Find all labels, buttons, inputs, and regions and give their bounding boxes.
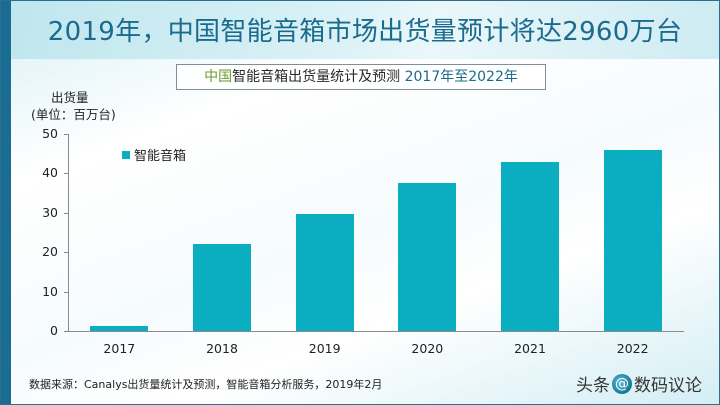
y-tick <box>64 212 69 214</box>
slide-title: 2019年，中国智能音箱市场出货量预计将达2960万台 <box>47 17 683 47</box>
y-tick-label: 0 <box>50 323 58 338</box>
y-tick <box>64 134 69 135</box>
x-tick-label: 2021 <box>514 341 546 356</box>
y-tick-label: 50 <box>42 126 58 141</box>
x-tick-label: 2020 <box>411 341 444 356</box>
y-tick-label: 30 <box>42 204 58 220</box>
subtitle-main: 智能音箱出货量统计及预测 <box>232 69 401 85</box>
y-axis-line <box>68 134 69 331</box>
watermark-prefix: 头条 <box>576 376 610 396</box>
y-tick <box>64 331 69 332</box>
at-logo-icon: @ <box>612 373 632 394</box>
subtitle-years: 2017年至2022年 <box>400 69 518 85</box>
watermark: 头条 @ 数码议论 <box>576 371 702 396</box>
y-tick <box>64 291 69 293</box>
x-tick-label: 2019 <box>308 341 341 356</box>
bar-2017 <box>90 325 149 331</box>
y-tick-label: 20 <box>42 244 58 260</box>
chart-legend: 智能音箱 <box>122 145 186 164</box>
source-note: 数据来源：Canalys出货量统计及预测，智能音箱分析服务，2019年2月 <box>29 378 383 391</box>
y-tick-label: 10 <box>42 283 58 299</box>
x-tick-label: 2018 <box>206 341 238 356</box>
y-axis-title-line1: 出货量 <box>51 90 89 105</box>
bar-2018 <box>193 244 251 331</box>
x-axis-line <box>68 331 684 332</box>
bar-2019 <box>295 214 354 331</box>
x-tick-label: 2017 <box>103 341 136 356</box>
bar-2021 <box>501 162 559 331</box>
subtitle-accent: 中国 <box>204 69 233 85</box>
bar-2022 <box>603 149 662 331</box>
watermark-name: 数码议论 <box>634 376 702 396</box>
bar-2020 <box>398 183 457 331</box>
y-tick <box>64 252 69 254</box>
legend-swatch-icon <box>122 150 130 159</box>
x-tick-label: 2022 <box>616 341 649 356</box>
legend-label: 智能音箱 <box>134 149 187 164</box>
chart-subtitle: 中国智能音箱出货量统计及预测 2017年至2022年 <box>176 64 546 90</box>
header-band: 2019年，中国智能音箱市场出货量预计将达2960万台 <box>11 1 719 59</box>
y-tick <box>64 173 69 175</box>
y-tick-label: 40 <box>42 165 58 181</box>
y-axis-title-line2: (单位：百万台) <box>31 107 116 122</box>
y-axis-title: 出货量 (单位：百万台) <box>31 89 116 123</box>
left-accent-bar <box>1 1 11 404</box>
